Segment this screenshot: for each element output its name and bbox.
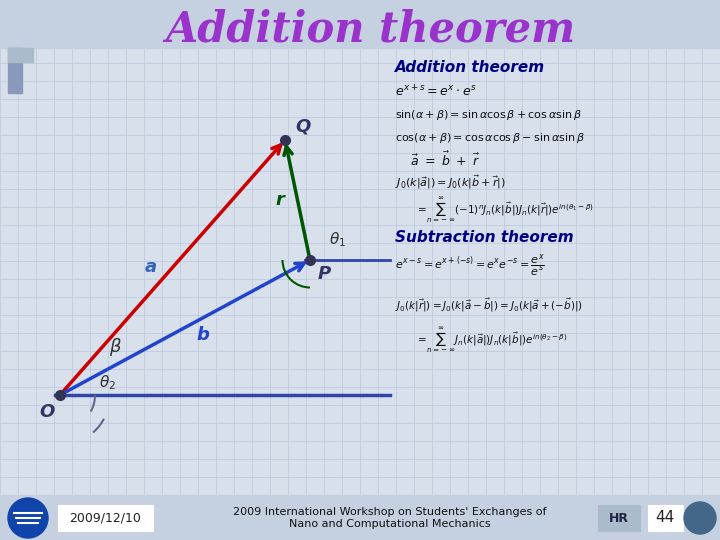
Text: $e^{x+s} = e^x \cdot e^s$: $e^{x+s} = e^x \cdot e^s$ — [395, 84, 477, 100]
Text: Subtraction theorem: Subtraction theorem — [395, 231, 574, 246]
Text: 2009/12/10: 2009/12/10 — [69, 511, 141, 524]
Text: b: b — [197, 327, 210, 345]
Text: P: P — [318, 265, 331, 283]
Text: O: O — [40, 403, 55, 421]
Text: $\beta$: $\beta$ — [109, 336, 122, 358]
Text: $J_0(k|\vec{a}|) = J_0(k|\vec{b}+\vec{r}|)$: $J_0(k|\vec{a}|) = J_0(k|\vec{b}+\vec{r}… — [395, 173, 506, 191]
Bar — [8, 48, 33, 62]
Bar — [8, 48, 22, 93]
Text: HR: HR — [609, 511, 629, 524]
Text: $=\!\sum_{n=-\infty}^{\infty}(-1)^n J_n(k|\vec{b}|)J_n(k|\vec{r}|)e^{in(\theta_1: $=\!\sum_{n=-\infty}^{\infty}(-1)^n J_n(… — [415, 195, 594, 225]
Bar — [0, 0, 720, 48]
Text: 44: 44 — [655, 510, 675, 525]
Text: $e^{x-s} = e^{x+(-s)} = e^xe^{-s} = \dfrac{e^x}{e^s}$: $e^{x-s} = e^{x+(-s)} = e^xe^{-s} = \dfr… — [395, 252, 545, 278]
Bar — [598, 505, 640, 531]
Text: a: a — [145, 259, 156, 276]
Text: Nano and Computational Mechanics: Nano and Computational Mechanics — [289, 519, 491, 529]
Text: $\cos(\alpha+\beta) = \cos\alpha\cos\beta - \sin\alpha\sin\beta$: $\cos(\alpha+\beta) = \cos\alpha\cos\bet… — [395, 131, 585, 145]
Bar — [648, 505, 683, 531]
Text: Addition theorem: Addition theorem — [165, 9, 575, 51]
Text: $=\!\sum_{n=-\infty}^{\infty} J_n(k|\vec{a}|)J_n(k|\vec{b}|)e^{in(\theta_2-\beta: $=\!\sum_{n=-\infty}^{\infty} J_n(k|\vec… — [415, 325, 567, 355]
Text: $J_0(k|\vec{r}|) = J_0(k|\vec{a}-\vec{b}|) = J_0(k|\vec{a}+(-\vec{b})|)$: $J_0(k|\vec{r}|) = J_0(k|\vec{a}-\vec{b}… — [395, 296, 583, 314]
Bar — [58, 505, 153, 531]
Text: 2009 International Workshop on Students' Exchanges of: 2009 International Workshop on Students'… — [233, 507, 546, 517]
Text: Q: Q — [295, 117, 310, 135]
Text: $\theta_1$: $\theta_1$ — [330, 231, 346, 249]
Text: Addition theorem: Addition theorem — [395, 60, 545, 76]
Text: $\sin(\alpha+\beta) = \sin\alpha\cos\beta + \cos\alpha\sin\beta$: $\sin(\alpha+\beta) = \sin\alpha\cos\bet… — [395, 108, 582, 122]
Text: r: r — [275, 191, 284, 209]
Text: $\theta_2$: $\theta_2$ — [99, 374, 117, 393]
Circle shape — [8, 498, 48, 538]
Bar — [0, 495, 720, 540]
Circle shape — [684, 502, 716, 534]
Text: $\vec{a}\ =\ \vec{b}\ +\ \vec{r}$: $\vec{a}\ =\ \vec{b}\ +\ \vec{r}$ — [410, 151, 480, 169]
